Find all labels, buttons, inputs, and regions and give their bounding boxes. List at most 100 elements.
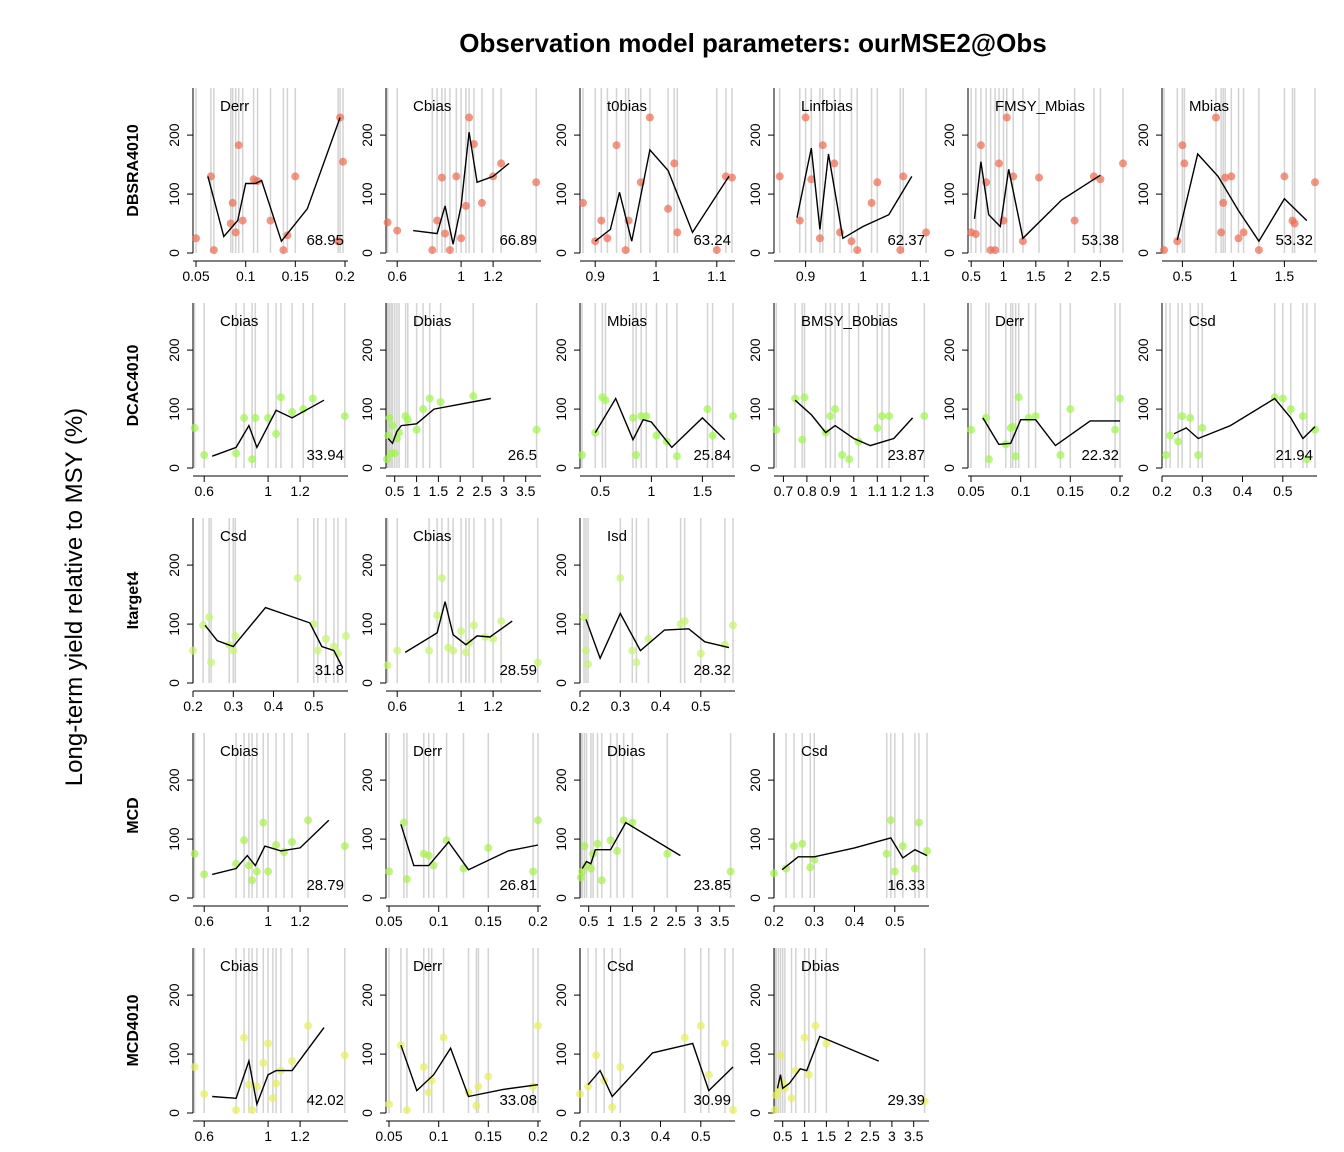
data-point bbox=[272, 429, 281, 438]
data-point bbox=[259, 1058, 268, 1067]
x-tick-label: 1 bbox=[1230, 268, 1238, 284]
panel-title: Mbias bbox=[607, 313, 647, 330]
x-tick-label: 0.5 bbox=[961, 268, 981, 284]
data-point bbox=[385, 1100, 393, 1109]
y-tick-label: 0 bbox=[747, 1109, 763, 1117]
data-point bbox=[1221, 173, 1230, 182]
panel-title: t0bias bbox=[607, 98, 647, 115]
data-point bbox=[388, 421, 397, 430]
data-point bbox=[484, 843, 493, 852]
data-point bbox=[529, 1082, 538, 1091]
y-tick-label: 100 bbox=[553, 827, 569, 851]
y-tick-label: 100 bbox=[359, 182, 375, 206]
data-point bbox=[427, 1076, 436, 1085]
trend-line bbox=[594, 148, 730, 242]
x-tick-label: 1 bbox=[264, 1128, 272, 1144]
y-tick-label: 0 bbox=[166, 679, 182, 687]
data-point bbox=[424, 1088, 433, 1097]
data-point bbox=[272, 841, 281, 849]
data-point bbox=[606, 836, 615, 845]
panel-title: Linfbias bbox=[801, 98, 853, 115]
data-point bbox=[672, 452, 681, 461]
trend-line bbox=[781, 837, 928, 871]
panel-cbias: 0 100 200 0.6 1 1.2 Cbias 28.79 bbox=[166, 733, 349, 929]
panel-csd: 0 100 200 0.2 0.3 0.4 0.5 Csd 21.94 bbox=[1135, 303, 1319, 499]
panel-value: 66.89 bbox=[499, 232, 537, 249]
y-axis-label: Long-term yield relative to MSY (%) bbox=[61, 408, 88, 786]
x-tick-label: 1 bbox=[413, 483, 421, 499]
y-tick-label: 100 bbox=[553, 612, 569, 636]
y-tick-label: 0 bbox=[553, 464, 569, 472]
x-tick-label: 1.5 bbox=[1026, 268, 1046, 284]
trend-line bbox=[413, 132, 510, 245]
y-tick-label: 0 bbox=[1135, 249, 1151, 257]
data-point bbox=[308, 394, 317, 403]
y-tick-label: 0 bbox=[166, 894, 182, 902]
data-point bbox=[469, 392, 478, 401]
data-point bbox=[971, 230, 980, 239]
data-point bbox=[652, 431, 661, 440]
x-tick-label: 2 bbox=[650, 913, 658, 929]
data-point bbox=[586, 864, 595, 873]
data-point bbox=[910, 864, 919, 873]
data-point bbox=[680, 1033, 689, 1042]
x-tick-label: 0.05 bbox=[182, 268, 209, 284]
panel-mbias: 0 100 200 0.5 1 1.5 Mbias 25.84 bbox=[553, 303, 737, 499]
x-tick-label: 2 bbox=[844, 1128, 852, 1144]
data-point bbox=[1254, 246, 1263, 255]
panel-title: Csd bbox=[801, 743, 828, 760]
trend-line bbox=[776, 1035, 880, 1090]
y-tick-label: 200 bbox=[359, 338, 375, 362]
data-point bbox=[461, 201, 470, 210]
y-tick-label: 0 bbox=[553, 894, 569, 902]
data-point bbox=[995, 159, 1003, 168]
row-label: MCD bbox=[125, 797, 142, 833]
panel-title: Cbias bbox=[413, 528, 451, 545]
data-point bbox=[304, 1021, 313, 1030]
data-point bbox=[457, 627, 466, 636]
data-point bbox=[592, 1051, 601, 1060]
data-point bbox=[248, 876, 257, 885]
data-point bbox=[800, 393, 809, 402]
data-point bbox=[603, 234, 612, 243]
y-tick-label: 200 bbox=[359, 768, 375, 792]
data-point bbox=[632, 658, 641, 667]
data-point bbox=[1286, 405, 1295, 414]
trend-line bbox=[794, 399, 914, 447]
trend-line bbox=[1176, 152, 1308, 243]
data-point bbox=[801, 113, 810, 122]
x-tick-label: 0.7 bbox=[774, 483, 794, 499]
panel-dbias: 0 100 200 0.5 1 1.5 2 2.5 3 3.5 Dbias 29.39 bbox=[747, 948, 929, 1144]
data-point bbox=[612, 141, 621, 150]
panel-value: 62.37 bbox=[887, 232, 925, 249]
data-point bbox=[1234, 234, 1243, 243]
data-point bbox=[200, 1090, 209, 1099]
data-point bbox=[776, 1051, 785, 1060]
x-tick-label: 1 bbox=[850, 483, 858, 499]
data-point bbox=[340, 412, 349, 421]
data-point bbox=[580, 842, 589, 851]
data-point bbox=[628, 646, 637, 655]
data-point bbox=[1227, 172, 1236, 181]
data-point bbox=[923, 846, 931, 855]
x-tick-label: 1 bbox=[607, 913, 615, 929]
y-tick-label: 0 bbox=[553, 1109, 569, 1117]
y-tick-label: 100 bbox=[1135, 182, 1151, 206]
data-point bbox=[1018, 237, 1027, 246]
data-point bbox=[1116, 394, 1124, 403]
panel-title: Csd bbox=[220, 528, 247, 545]
y-tick-label: 200 bbox=[166, 768, 182, 792]
data-point bbox=[807, 175, 816, 184]
panel-title: Dbias bbox=[801, 958, 839, 975]
y-tick-label: 0 bbox=[747, 464, 763, 472]
trend-line bbox=[404, 601, 513, 653]
panel-value: 25.84 bbox=[693, 447, 731, 464]
y-tick-label: 0 bbox=[359, 679, 375, 687]
data-point bbox=[1198, 423, 1207, 432]
y-tick-label: 100 bbox=[941, 182, 957, 206]
x-tick-label: 1.1 bbox=[707, 268, 727, 284]
data-point bbox=[873, 178, 882, 187]
data-point bbox=[853, 246, 862, 255]
data-point bbox=[251, 413, 260, 422]
